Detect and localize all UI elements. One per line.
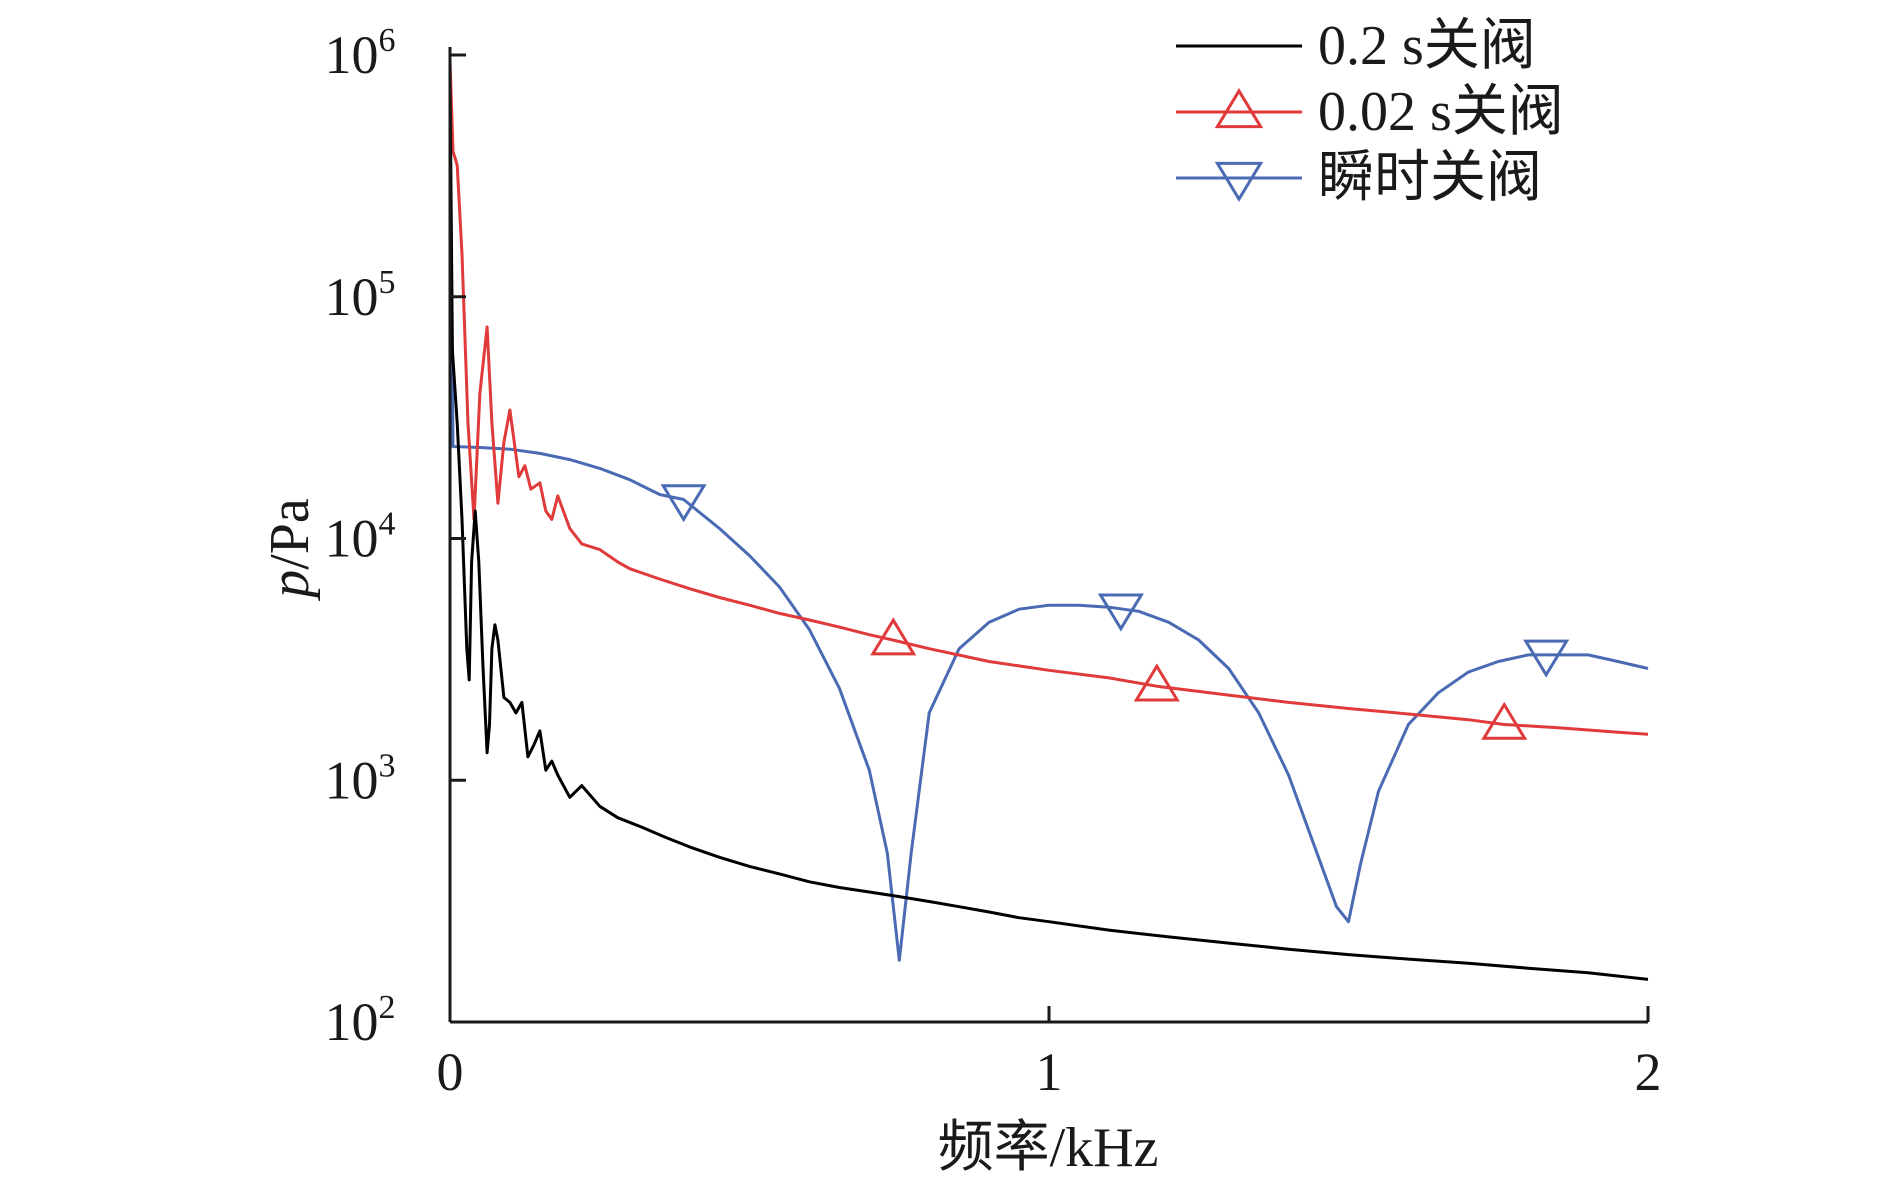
legend-item: 0.02 s关阀 bbox=[1176, 81, 1564, 143]
series-layer bbox=[448, 60, 1649, 981]
series-marker bbox=[1523, 639, 1570, 678]
x-tick-label: 2 bbox=[1635, 1042, 1662, 1102]
series-0 bbox=[448, 78, 1649, 981]
series-marker bbox=[660, 484, 707, 523]
y-tick-label-exponent: 5 bbox=[379, 264, 396, 301]
legend-marker bbox=[1214, 88, 1264, 129]
x-axis-label: 频率/kHz bbox=[938, 1117, 1159, 1179]
y-tick-label-exponent: 6 bbox=[379, 22, 396, 59]
y-tick-label: 106 bbox=[325, 22, 396, 85]
legend-label: 0.2 s关阀 bbox=[1318, 15, 1536, 77]
y-axis-label-symbol: p bbox=[259, 570, 321, 602]
y-axis-label-unit: /Pa bbox=[259, 498, 321, 570]
legend-marker bbox=[1214, 161, 1264, 202]
legend-label: 瞬时关阀 bbox=[1318, 147, 1542, 209]
y-tick-label-exponent: 4 bbox=[379, 506, 396, 543]
series-marker bbox=[1133, 663, 1180, 702]
x-tick-label: 0 bbox=[437, 1042, 464, 1102]
y-tick-label: 103 bbox=[325, 747, 396, 810]
legend-item: 瞬时关阀 bbox=[1176, 147, 1542, 209]
y-tick-label-base: 10 bbox=[325, 267, 379, 327]
series-line bbox=[448, 78, 1649, 981]
y-tick-label-exponent: 2 bbox=[379, 989, 396, 1026]
y-tick-label-exponent: 3 bbox=[379, 747, 396, 784]
series-2 bbox=[448, 92, 1649, 962]
series-line bbox=[448, 92, 1649, 962]
series-marker bbox=[1097, 593, 1144, 632]
y-tick-label-base: 10 bbox=[325, 750, 379, 810]
series-line bbox=[448, 60, 1649, 736]
y-tick-label: 102 bbox=[325, 989, 396, 1052]
series-1 bbox=[448, 60, 1649, 740]
y-axis-label: p/Pa bbox=[259, 498, 321, 602]
y-tick-label-base: 10 bbox=[325, 509, 379, 569]
series-marker bbox=[1481, 701, 1528, 740]
y-tick-label: 105 bbox=[325, 264, 396, 327]
x-tick-label: 1 bbox=[1036, 1042, 1063, 1102]
y-tick-label-base: 10 bbox=[325, 25, 379, 85]
y-tick-label-base: 10 bbox=[325, 992, 379, 1052]
y-tick-label: 104 bbox=[325, 506, 396, 569]
series-marker bbox=[870, 617, 917, 656]
legend-label: 0.02 s关阀 bbox=[1318, 81, 1564, 143]
legend-item: 0.2 s关阀 bbox=[1176, 15, 1536, 77]
